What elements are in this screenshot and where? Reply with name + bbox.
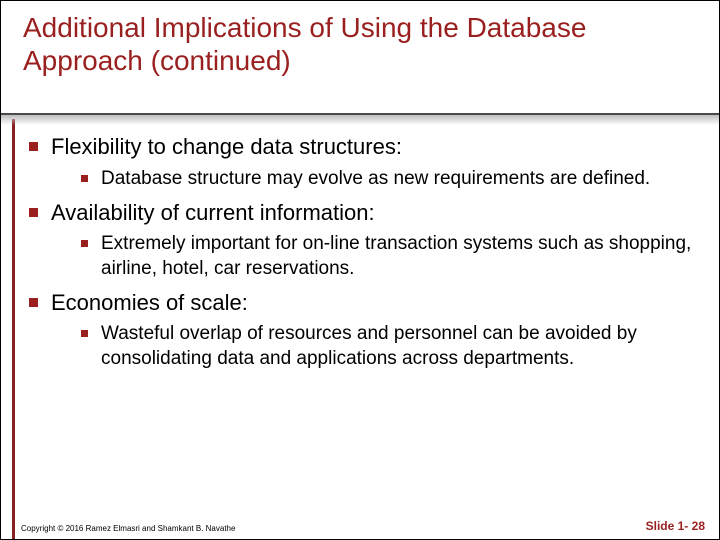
separator-shadow	[1, 115, 719, 125]
copyright-text: Copyright © 2016 Ramez Elmasri and Shamk…	[21, 524, 235, 533]
left-vertical-rule	[12, 119, 15, 539]
square-bullet-icon	[29, 298, 38, 307]
square-bullet-icon	[81, 175, 88, 182]
content-area: Flexibility to change data structures: D…	[23, 133, 701, 505]
slide: Additional Implications of Using the Dat…	[0, 0, 720, 540]
bullet-level1: Economies of scale: Wasteful overlap of …	[23, 289, 701, 371]
title-separator	[1, 113, 719, 125]
bullet-text: Extremely important for on-line transact…	[101, 232, 701, 281]
square-bullet-icon	[29, 142, 38, 151]
bullet-level2: Database structure may evolve as new req…	[51, 167, 701, 191]
bullet-text: Economies of scale:	[51, 289, 701, 317]
slide-number: Slide 1- 28	[646, 519, 705, 533]
square-bullet-icon	[81, 330, 88, 337]
bullet-level1: Flexibility to change data structures: D…	[23, 133, 701, 191]
bullet-text: Database structure may evolve as new req…	[101, 167, 701, 191]
title-area: Additional Implications of Using the Dat…	[1, 1, 719, 83]
bullet-level2: Wasteful overlap of resources and person…	[51, 322, 701, 371]
bullet-level1: Availability of current information: Ext…	[23, 199, 701, 281]
square-bullet-icon	[81, 240, 88, 247]
bullet-text: Wasteful overlap of resources and person…	[101, 322, 701, 371]
bullet-text: Availability of current information:	[51, 199, 701, 227]
square-bullet-icon	[29, 208, 38, 217]
slide-title: Additional Implications of Using the Dat…	[23, 11, 701, 77]
bullet-level2: Extremely important for on-line transact…	[51, 232, 701, 281]
bullet-text: Flexibility to change data structures:	[51, 133, 701, 161]
footer: Copyright © 2016 Ramez Elmasri and Shamk…	[21, 519, 705, 533]
